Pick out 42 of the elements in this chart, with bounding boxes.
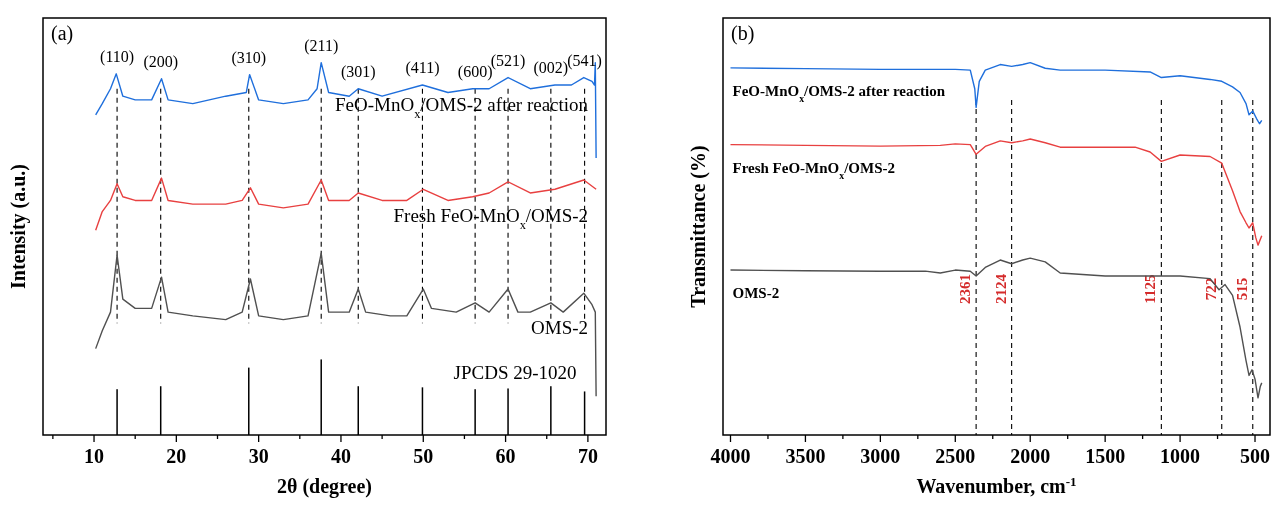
series-label: OMS-2 [531, 317, 589, 339]
y-axis-title: Transmittance (%) [687, 145, 710, 308]
x-tick-label: 4000 [710, 445, 751, 467]
x-tick-label: 40 [330, 445, 351, 467]
x-tick-label: 10 [84, 445, 105, 467]
annotation: (521) [490, 51, 526, 70]
x-tick-label: 50 [413, 445, 434, 467]
x-tick-label: 3000 [860, 445, 901, 467]
annotation: (200) [143, 52, 179, 71]
ref-line-label: 722 [1202, 277, 1219, 301]
x-tick-label: 30 [248, 445, 269, 467]
chart-title: (a) [51, 22, 74, 45]
ref-line-label: 1125 [1142, 274, 1159, 304]
ref-line-label: 2361 [957, 274, 974, 305]
series-label: Fresh FeO-MnO$_{x}$/OMS-2 [732, 159, 896, 181]
x-tick-label: 1500 [1085, 445, 1126, 467]
x-tick-label: 70 [577, 445, 598, 467]
annotation: (411) [405, 59, 440, 78]
x-tick-label: 500 [1240, 445, 1271, 467]
series-label: Fresh FeO-MnO$_{x}$/OMS-2 [393, 205, 589, 233]
ref-line-label: 515 [1233, 277, 1250, 301]
ref-line-label: 2124 [992, 273, 1009, 305]
x-tick-label: 2500 [935, 445, 976, 467]
x-tick-label: 2000 [1010, 445, 1051, 467]
x-axis-title: Wavenumber, cm$^{-1}$ [916, 473, 1077, 497]
chart-title: (b) [731, 22, 755, 45]
series-label: JPCDS 29-1020 [453, 362, 577, 384]
x-tick-label: 3500 [785, 445, 826, 467]
x-tick-label: 1000 [1160, 445, 1201, 467]
annotation: (310) [231, 48, 267, 67]
annotation: (541) [567, 51, 602, 70]
annotation: (002) [533, 59, 569, 78]
annotation: (211) [304, 36, 339, 55]
x-tick-label: 20 [166, 445, 187, 467]
x-tick-label: 60 [495, 445, 516, 467]
series-label: FeO-MnO$_{x}$/OMS-2 after reaction [335, 93, 589, 121]
series-label: FeO-MnO$_{x}$/OMS-2 after reaction [732, 82, 946, 104]
series-label: OMS-2 [732, 285, 780, 302]
annotation: (301) [340, 62, 376, 81]
y-axis-title: Intensity (a.u.) [7, 163, 30, 290]
x-axis-title: 2θ (degree) [276, 475, 373, 498]
annotation: (110) [100, 47, 135, 66]
